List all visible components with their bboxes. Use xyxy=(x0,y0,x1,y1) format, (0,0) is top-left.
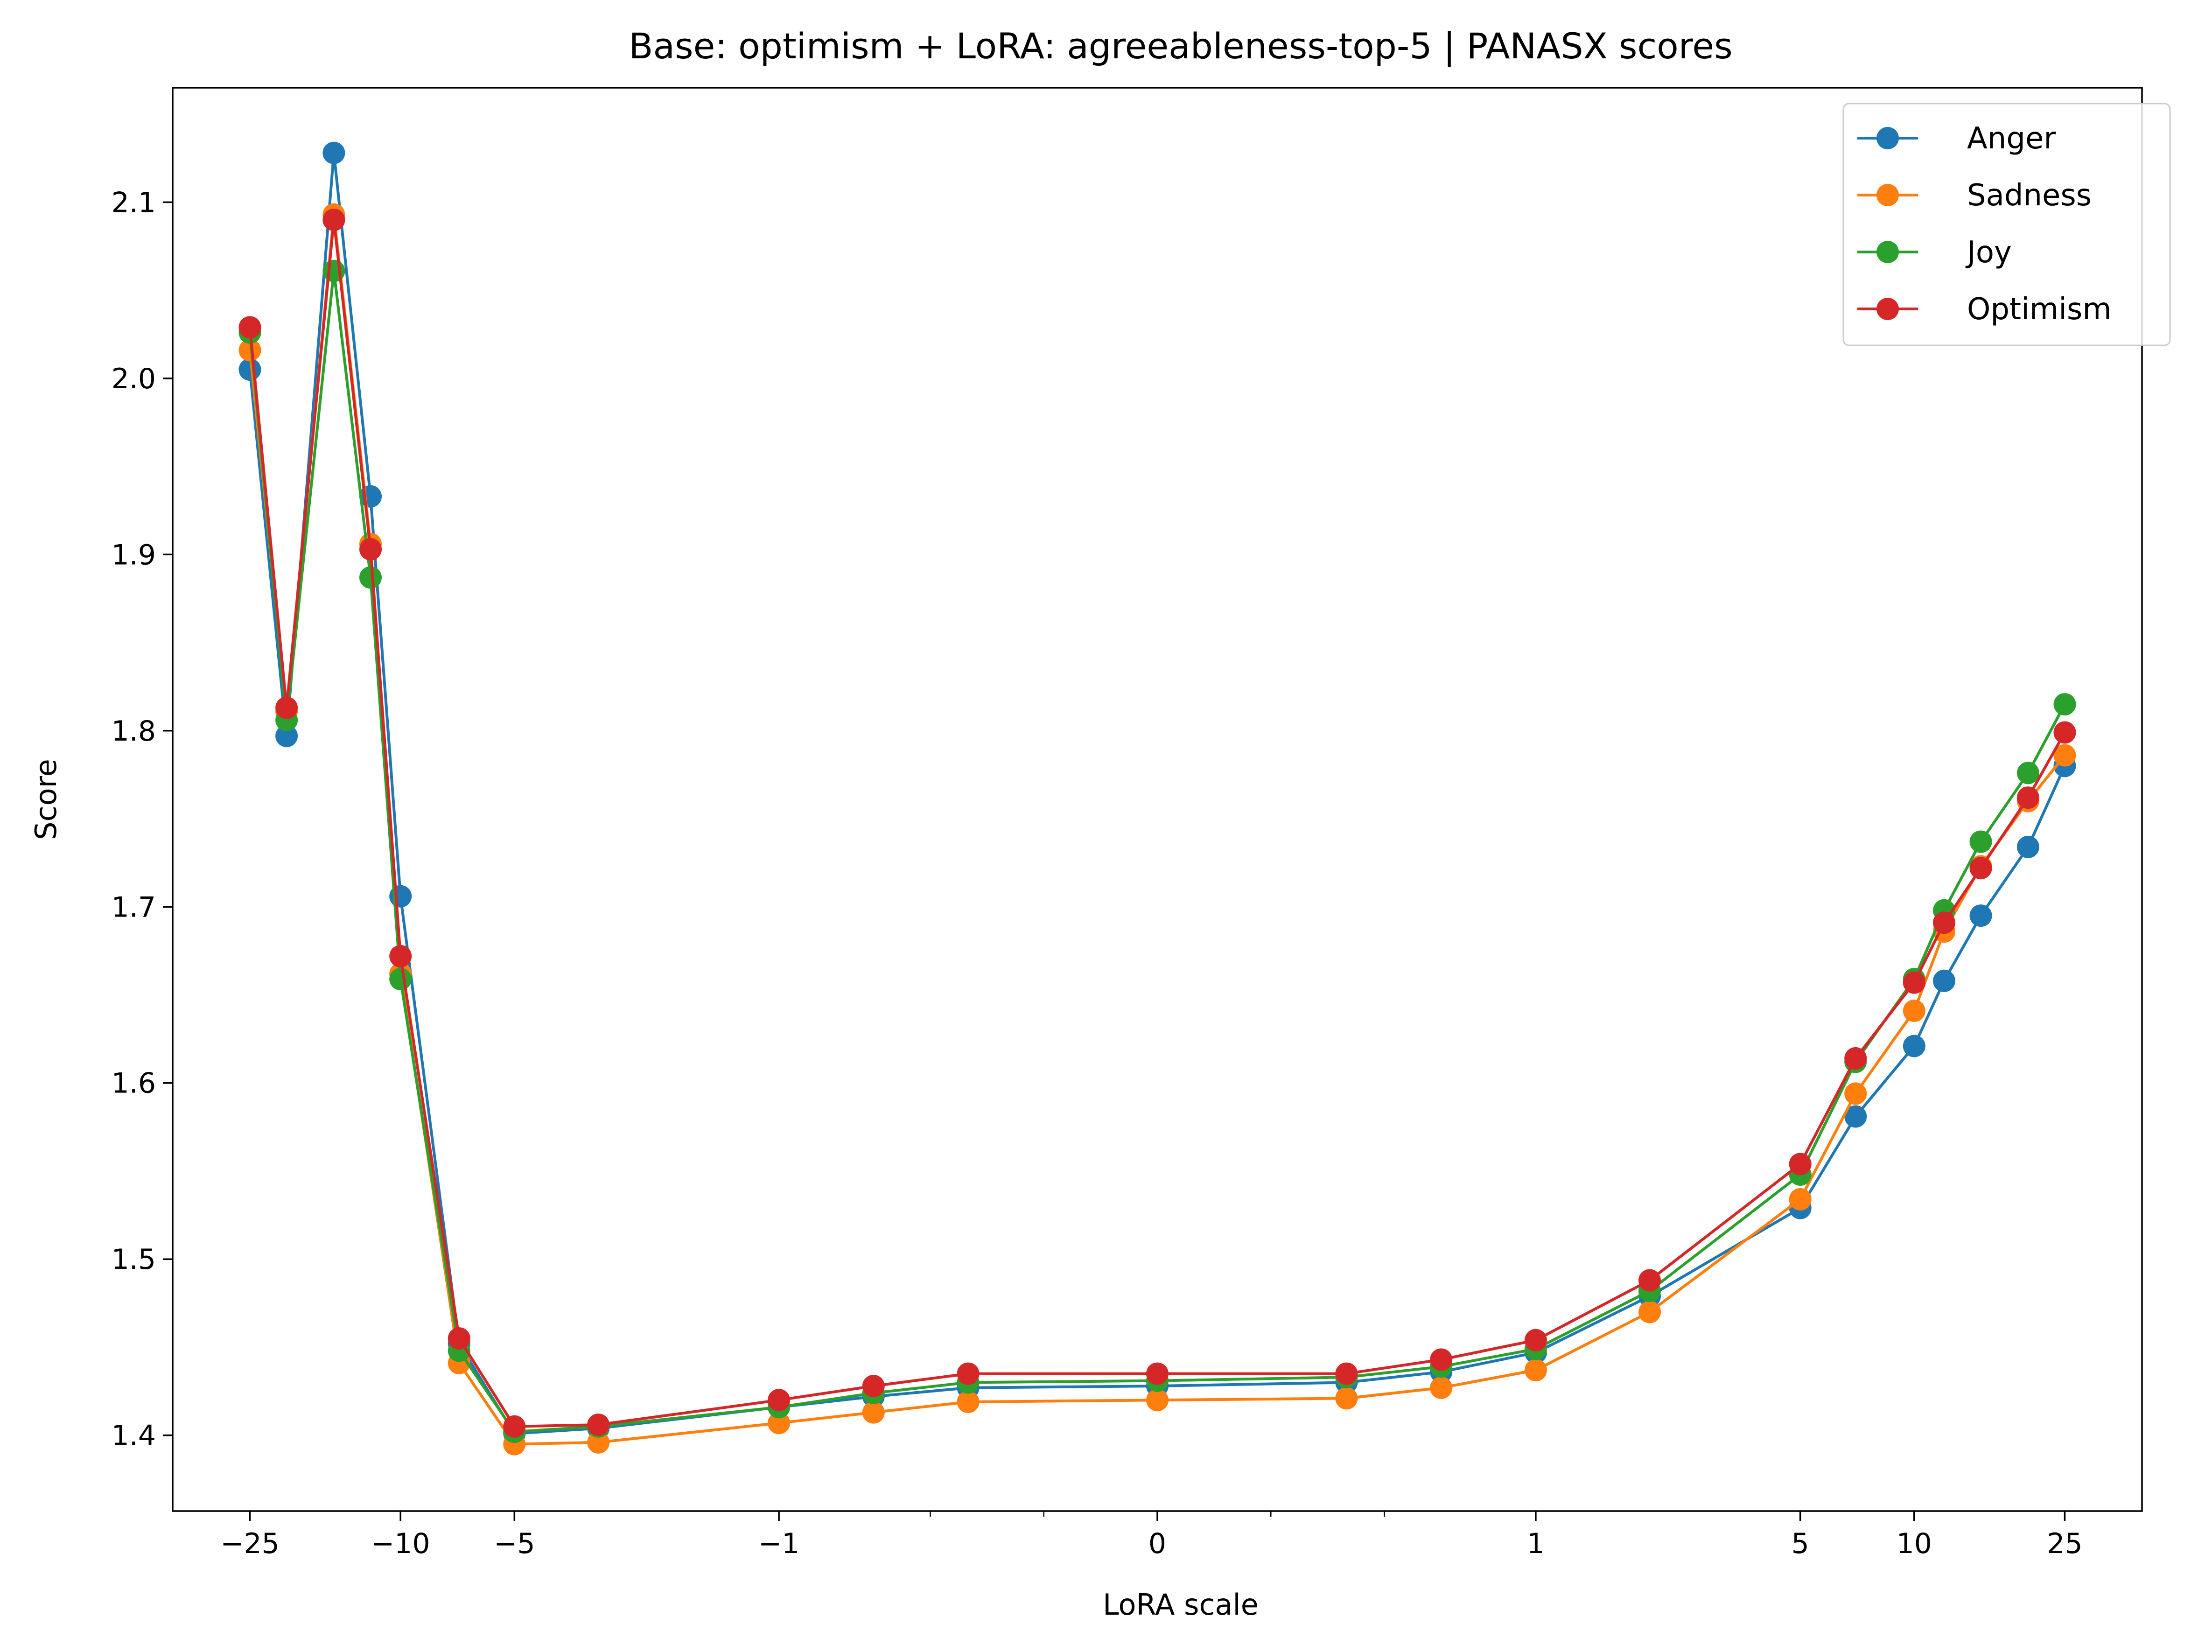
data-point-joy xyxy=(2016,762,2039,784)
x-tick-label: 1 xyxy=(1527,1527,1545,1560)
data-point-sadness xyxy=(1430,1376,1453,1399)
data-point-optimism xyxy=(1335,1362,1358,1385)
data-point-optimism xyxy=(1903,971,1925,994)
data-point-sadness xyxy=(1789,1188,1812,1211)
x-tick-label: 0 xyxy=(1148,1527,1166,1560)
x-tick-label: −5 xyxy=(494,1527,535,1560)
legend-label-joy: Joy xyxy=(1965,235,2012,270)
data-point-optimism xyxy=(359,538,382,560)
data-point-optimism xyxy=(1524,1329,1547,1351)
legend-label-sadness: Sadness xyxy=(1967,178,2092,213)
legend-marker-sadness xyxy=(1876,184,1899,206)
data-point-optimism xyxy=(238,316,261,339)
data-point-optimism xyxy=(503,1415,526,1438)
y-axis-label: Score xyxy=(29,759,63,840)
y-axis-ticks: 1.4 1.5 1.6 1.7 1.8 1.9 2.0 2.1 xyxy=(112,186,173,1452)
data-point-anger xyxy=(2016,835,2039,858)
data-point-sadness xyxy=(1844,1082,1867,1105)
x-tick-label: −10 xyxy=(371,1527,430,1560)
y-tick-label: 1.6 xyxy=(112,1067,156,1100)
x-tick-label: 5 xyxy=(1792,1527,1809,1560)
y-tick-label: 1.7 xyxy=(112,891,156,924)
data-point-sadness xyxy=(1524,1359,1547,1381)
data-point-sadness xyxy=(1335,1387,1358,1410)
x-tick-label: 25 xyxy=(2047,1527,2082,1560)
data-point-anger xyxy=(1969,904,1992,927)
data-point-optimism xyxy=(862,1375,885,1397)
data-point-sadness xyxy=(768,1412,791,1435)
legend-label-optimism: Optimism xyxy=(1967,292,2112,327)
data-point-optimism xyxy=(2053,721,2076,744)
data-point-joy xyxy=(389,968,412,990)
data-point-optimism xyxy=(1146,1362,1169,1385)
data-point-sadness xyxy=(957,1391,980,1413)
data-point-anger xyxy=(1933,969,1955,992)
data-point-anger xyxy=(1903,1035,1925,1057)
data-point-sadness xyxy=(1146,1389,1169,1412)
data-point-joy xyxy=(359,566,382,589)
series-layer xyxy=(238,141,2076,1456)
data-point-optimism xyxy=(1638,1269,1661,1292)
data-point-optimism xyxy=(1430,1348,1453,1371)
data-point-sadness xyxy=(1903,1000,1925,1022)
chart-title: Base: optimism + LoRA: agreeableness-top… xyxy=(629,25,1732,67)
data-point-sadness xyxy=(587,1431,610,1454)
x-axis-label: LoRA scale xyxy=(1103,1588,1259,1622)
data-point-anger xyxy=(275,725,298,748)
data-point-optimism xyxy=(768,1389,791,1412)
data-point-optimism xyxy=(275,696,298,719)
data-point-sadness xyxy=(862,1401,885,1424)
data-point-anger xyxy=(322,141,345,164)
x-tick-label: −1 xyxy=(758,1527,799,1560)
data-point-sadness xyxy=(238,339,261,362)
legend-label-anger: Anger xyxy=(1967,121,2056,156)
plot-area-frame xyxy=(172,87,2143,1512)
data-point-sadness xyxy=(2053,744,2076,767)
data-point-joy xyxy=(1969,830,1992,853)
data-point-optimism xyxy=(389,945,412,967)
x-axis-ticks: −25 −10 −5 −1 0 1 5 10 25 xyxy=(220,1511,2083,1560)
data-point-optimism xyxy=(2016,786,2039,809)
data-point-optimism xyxy=(1789,1153,1812,1176)
data-point-anger xyxy=(1844,1105,1867,1128)
legend-marker-optimism xyxy=(1876,298,1899,320)
y-tick-label: 1.4 xyxy=(112,1420,156,1452)
data-point-optimism xyxy=(587,1414,610,1436)
y-tick-label: 2.0 xyxy=(112,363,156,395)
data-point-optimism xyxy=(448,1327,470,1350)
x-tick-label: 10 xyxy=(1897,1527,1932,1560)
legend: Anger Sadness Joy Optimism xyxy=(1842,103,2171,346)
legend-marker-anger xyxy=(1876,127,1899,149)
data-point-joy xyxy=(2053,693,2076,716)
y-tick-label: 1.5 xyxy=(112,1243,156,1276)
legend-marker-joy xyxy=(1876,241,1899,263)
data-point-optimism xyxy=(957,1362,980,1385)
legend-box xyxy=(1842,103,2171,346)
data-point-sadness xyxy=(1638,1301,1661,1323)
y-tick-label: 1.9 xyxy=(112,539,156,571)
x-tick-label: −25 xyxy=(220,1527,280,1560)
y-tick-label: 1.8 xyxy=(112,715,156,748)
data-point-optimism xyxy=(1844,1047,1867,1070)
y-tick-label: 2.1 xyxy=(112,186,156,219)
series-optimism xyxy=(238,209,2076,1438)
data-point-optimism xyxy=(322,209,345,231)
data-point-optimism xyxy=(1933,911,1955,934)
data-point-optimism xyxy=(1969,857,1992,880)
